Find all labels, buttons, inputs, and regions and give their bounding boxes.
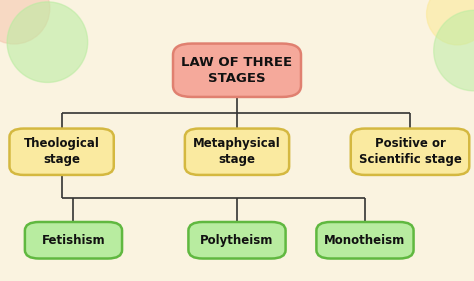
FancyBboxPatch shape — [25, 222, 122, 259]
Text: Fetishism: Fetishism — [42, 234, 105, 247]
FancyBboxPatch shape — [188, 222, 285, 259]
Ellipse shape — [434, 10, 474, 91]
Ellipse shape — [0, 0, 50, 44]
Text: Theological
stage: Theological stage — [24, 137, 100, 166]
Ellipse shape — [427, 0, 474, 45]
Ellipse shape — [7, 2, 88, 82]
Text: Polytheism: Polytheism — [201, 234, 273, 247]
FancyBboxPatch shape — [9, 129, 114, 175]
Text: Positive or
Scientific stage: Positive or Scientific stage — [358, 137, 462, 166]
Text: LAW OF THREE
STAGES: LAW OF THREE STAGES — [182, 56, 292, 85]
FancyBboxPatch shape — [173, 44, 301, 97]
FancyBboxPatch shape — [185, 129, 289, 175]
Text: Metaphysical
stage: Metaphysical stage — [193, 137, 281, 166]
FancyBboxPatch shape — [351, 129, 469, 175]
Text: Monotheism: Monotheism — [324, 234, 406, 247]
FancyBboxPatch shape — [316, 222, 413, 259]
